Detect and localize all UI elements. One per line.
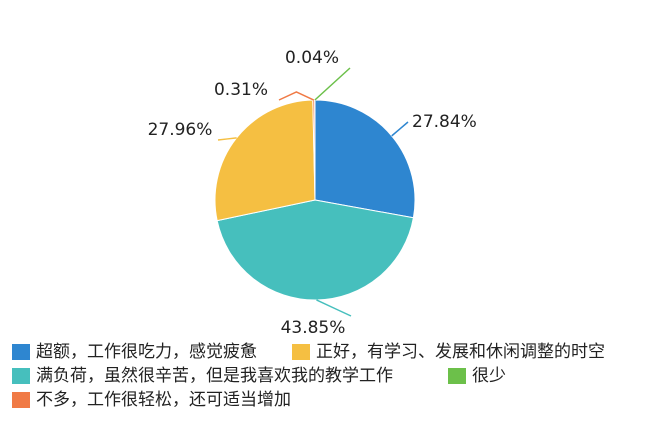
pie-slice xyxy=(216,199,414,301)
data-label: 43.85% xyxy=(281,318,346,338)
legend-swatch xyxy=(12,392,30,408)
legend-swatch xyxy=(12,368,30,384)
legend-swatch xyxy=(448,368,466,384)
data-label: 27.96% xyxy=(148,120,213,140)
data-label: 0.04% xyxy=(285,48,339,68)
leader-line xyxy=(314,67,351,101)
leader-line xyxy=(217,137,237,141)
legend-label: 满负荷，虽然很辛苦，但是我喜欢我的教学工作 xyxy=(36,366,393,386)
legend-label: 超额，工作很吃力，感觉疲惫 xyxy=(36,342,257,362)
leader-line xyxy=(278,91,315,101)
leader-line xyxy=(316,299,352,317)
data-label: 27.84% xyxy=(412,112,477,132)
legend-swatch xyxy=(12,344,30,360)
legend-label: 不多，工作很轻松，还可适当增加 xyxy=(36,390,291,410)
legend-label: 正好，有学习、发展和休闲调整的时空 xyxy=(316,342,605,362)
data-label: 0.31% xyxy=(214,80,268,100)
leader-line xyxy=(391,121,409,137)
pie-slice xyxy=(314,99,416,219)
legend-label: 很少 xyxy=(472,366,506,386)
legend-swatch xyxy=(292,344,310,360)
pie-slice xyxy=(214,99,316,222)
